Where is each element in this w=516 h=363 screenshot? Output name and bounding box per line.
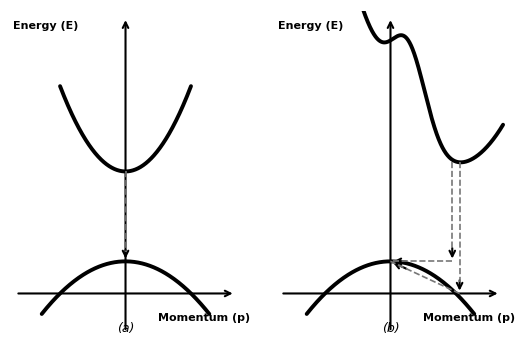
Text: Energy (E): Energy (E) — [13, 21, 78, 30]
Text: Momentum (p): Momentum (p) — [423, 313, 515, 323]
Text: (b): (b) — [382, 322, 399, 335]
Text: Momentum (p): Momentum (p) — [158, 313, 250, 323]
Text: Energy (E): Energy (E) — [278, 21, 343, 30]
Text: (a): (a) — [117, 322, 134, 335]
